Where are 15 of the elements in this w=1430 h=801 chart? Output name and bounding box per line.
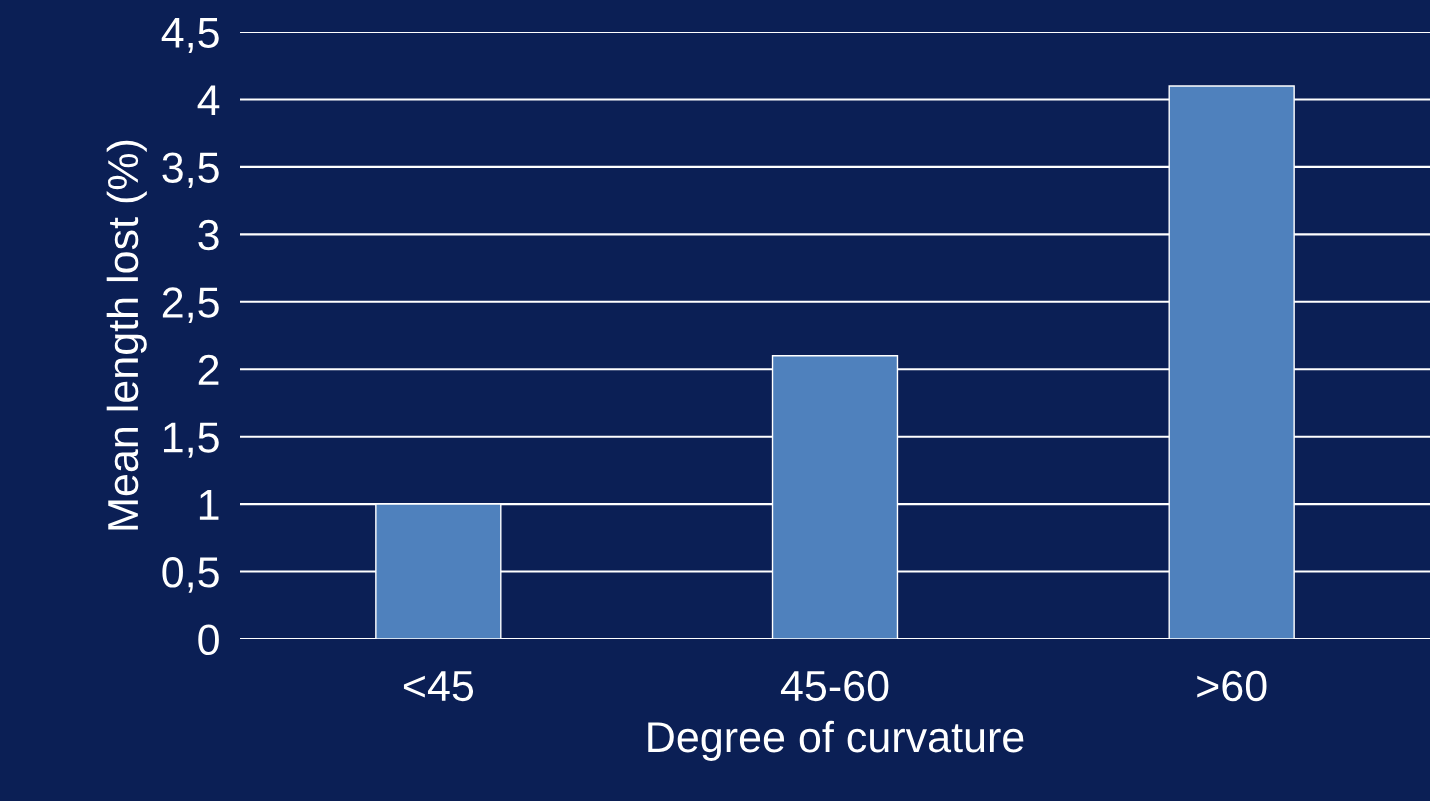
y-tick-label: 3: [198, 219, 219, 251]
x-tick-label: 45-60: [780, 670, 889, 702]
y-tick-label: 4,5: [161, 17, 219, 54]
y-tick-label: 4: [197, 85, 220, 116]
y-tick-label: 2,5: [162, 287, 219, 323]
y-tick-label: 0,5: [162, 557, 219, 593]
y-tick-label: 3,5: [162, 152, 219, 188]
y-axis-title: Mean length lost (%): [106, 140, 147, 530]
y-tick-label: 1: [199, 490, 219, 520]
x-tick-label: <45: [403, 671, 474, 702]
x-tick-label: >60: [1197, 670, 1267, 702]
x-axis-title: Degree of curvature: [648, 720, 1024, 761]
y-tick-label: 1,5: [163, 422, 219, 458]
y-tick-label: 2: [198, 354, 219, 385]
y-tick-label: 0: [198, 624, 219, 656]
